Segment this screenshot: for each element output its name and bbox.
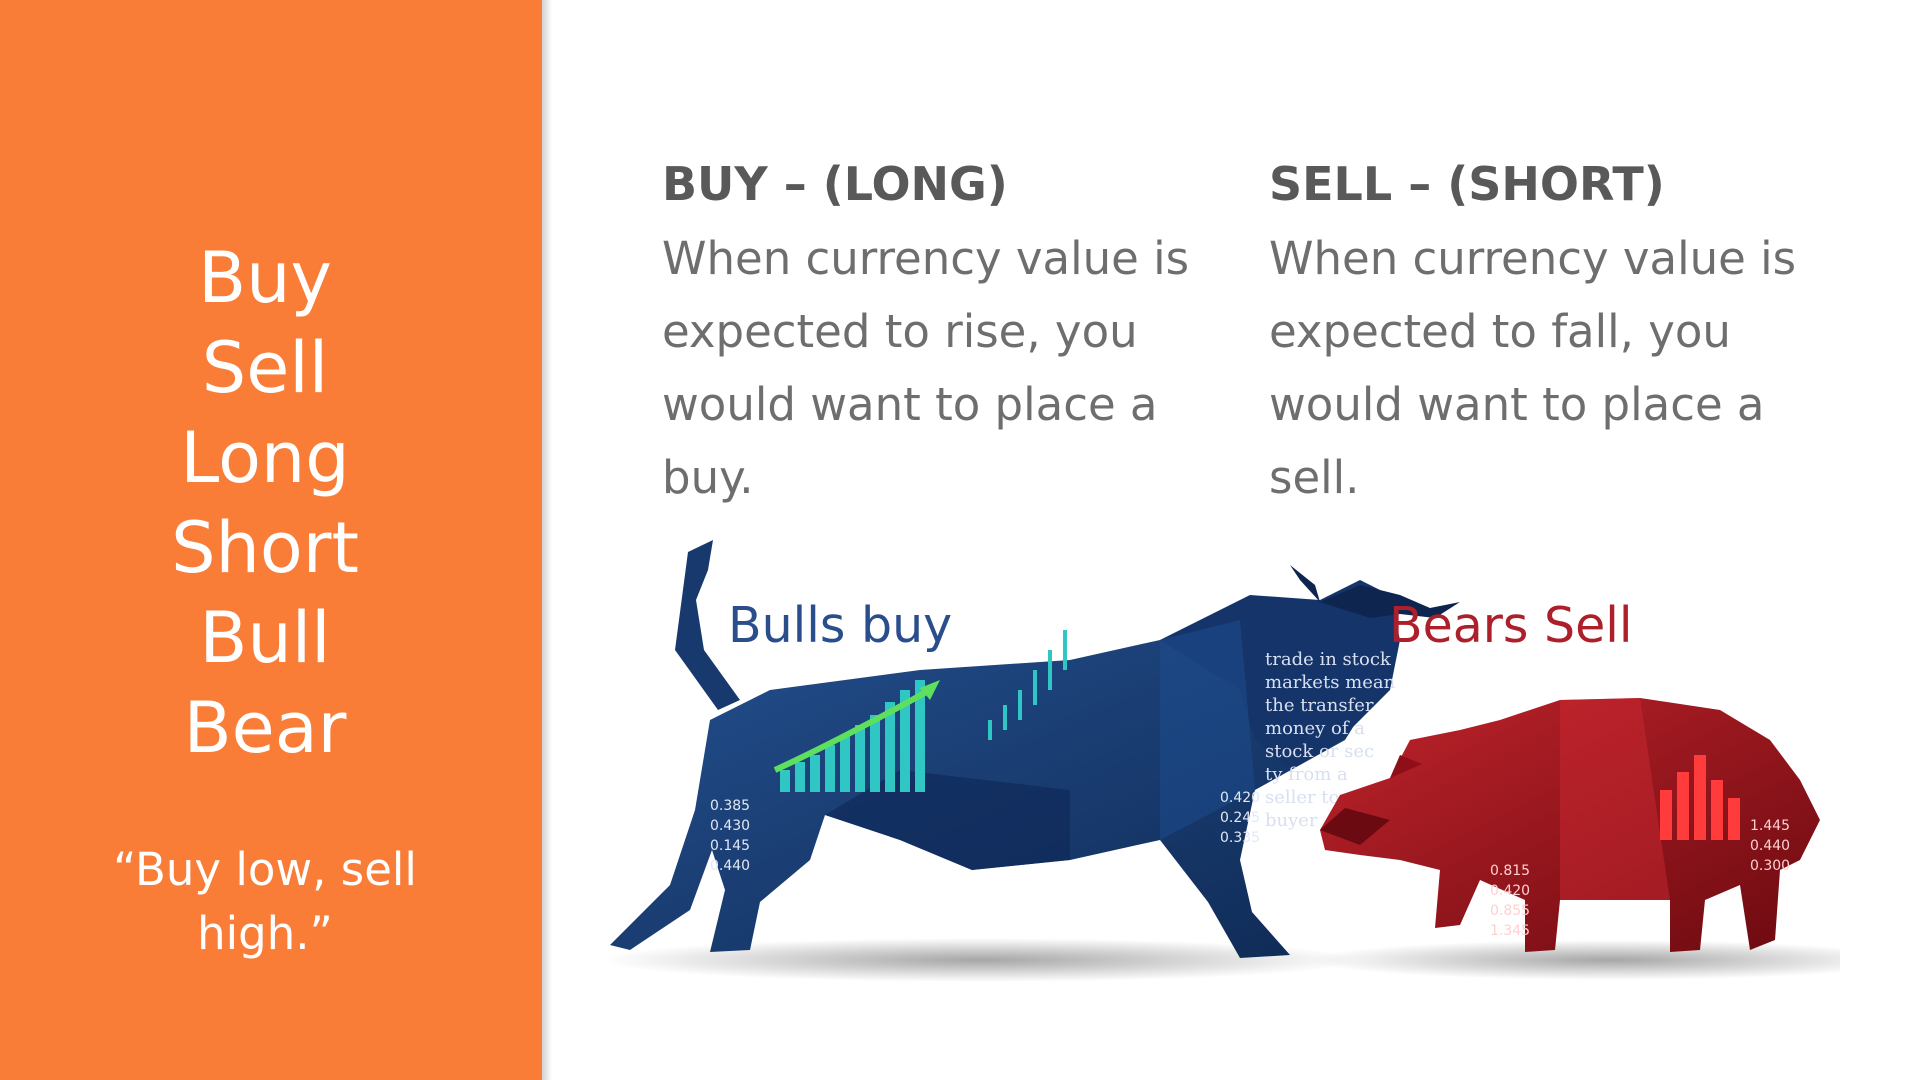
- svg-text:0.440: 0.440: [710, 858, 750, 874]
- svg-text:0.335: 0.335: [1220, 830, 1260, 846]
- term-buy: Buy: [198, 237, 332, 319]
- buy-title: BUY – (LONG): [662, 157, 1008, 211]
- svg-text:buyer: buyer: [1265, 810, 1318, 831]
- bear-label: Bears Sell: [1389, 597, 1633, 654]
- svg-text:trade in stock: trade in stock: [1265, 649, 1392, 670]
- term-long: Long: [180, 417, 350, 499]
- svg-text:1.445: 1.445: [1750, 818, 1790, 834]
- svg-text:0.420: 0.420: [1490, 883, 1530, 899]
- svg-text:money of a: money of a: [1265, 718, 1365, 739]
- term-list: Buy Sell Long Short Bull Bear: [0, 233, 530, 773]
- bull-icon: 0.385 0.430 0.145 0.440 0.420 0.245 0.33…: [610, 540, 1460, 958]
- sell-section: SELL – (SHORT) When currency value is ex…: [1269, 154, 1829, 514]
- term-bear: Bear: [183, 687, 347, 769]
- svg-text:0.420: 0.420: [1220, 790, 1260, 806]
- svg-text:0.145: 0.145: [710, 838, 750, 854]
- svg-text:the transfer: the transfer: [1265, 695, 1374, 716]
- bull-bear-illustration: 0.385 0.430 0.145 0.440 0.420 0.245 0.33…: [600, 540, 1840, 982]
- svg-text:0.440: 0.440: [1750, 838, 1790, 854]
- sell-title: SELL – (SHORT): [1269, 157, 1665, 211]
- svg-text:stock or sec: stock or sec: [1265, 741, 1374, 762]
- term-short: Short: [171, 507, 359, 589]
- svg-text:0.815: 0.815: [1490, 863, 1530, 879]
- svg-text:1.345: 1.345: [1490, 923, 1530, 939]
- sidebar-panel: Buy Sell Long Short Bull Bear “Buy low, …: [0, 0, 552, 1080]
- bear-icon: 0.815 0.420 0.855 1.345 1.445 0.440 0.30…: [1320, 698, 1820, 952]
- svg-text:0.430: 0.430: [710, 818, 750, 834]
- buy-section: BUY – (LONG) When currency value is expe…: [662, 154, 1222, 514]
- term-bull: Bull: [199, 597, 331, 679]
- svg-text:0.855: 0.855: [1490, 903, 1530, 919]
- bull-label: Bulls buy: [728, 597, 953, 654]
- bear-shadow: [1310, 940, 1840, 980]
- svg-text:ty from a: ty from a: [1265, 764, 1348, 785]
- buy-description: When currency value is expected to rise,…: [662, 232, 1190, 504]
- bull-shadow: [600, 938, 1360, 982]
- sell-description: When currency value is expected to fall,…: [1269, 232, 1797, 504]
- svg-text:0.245: 0.245: [1220, 810, 1260, 826]
- svg-text:0.300: 0.300: [1750, 858, 1790, 874]
- svg-text:markets mean: markets mean: [1265, 672, 1396, 693]
- quote-text: “Buy low, sell high.”: [113, 843, 417, 960]
- svg-text:0.385: 0.385: [710, 798, 750, 814]
- svg-text:seller to a: seller to a: [1265, 787, 1356, 808]
- term-sell: Sell: [201, 327, 329, 409]
